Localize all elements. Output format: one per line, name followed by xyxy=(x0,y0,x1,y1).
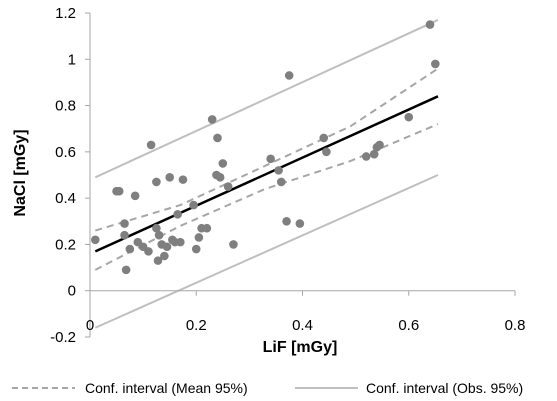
x-tick-label: 0.6 xyxy=(398,317,419,334)
mean-ci-upper-line xyxy=(95,67,439,232)
data-point xyxy=(173,210,182,219)
data-point xyxy=(266,154,275,164)
data-point xyxy=(369,149,379,159)
data-points xyxy=(91,20,440,275)
y-tick-label: 0.4 xyxy=(55,190,76,207)
data-point xyxy=(215,173,225,182)
data-point xyxy=(431,59,440,69)
data-point xyxy=(276,177,286,187)
data-point xyxy=(153,256,163,265)
data-point xyxy=(229,240,238,249)
obs-ci-upper-line xyxy=(94,19,439,179)
data-point xyxy=(189,200,198,210)
regression-line xyxy=(94,95,439,253)
data-point xyxy=(213,133,222,143)
data-point xyxy=(91,235,100,245)
confidence-interval-lines xyxy=(94,19,439,329)
y-tick-labels: -0.2 0 0.2 0.4 0.6 0.8 1 1.2 xyxy=(50,5,76,346)
y-tick-label: 0.6 xyxy=(55,144,76,161)
data-point xyxy=(130,191,140,201)
data-point xyxy=(146,140,156,150)
x-tick-label: 0.8 xyxy=(505,317,526,334)
x-tick-label: 0 xyxy=(86,317,94,334)
data-point xyxy=(207,115,217,124)
data-point xyxy=(144,247,153,256)
data-point xyxy=(284,71,294,80)
data-point xyxy=(202,223,212,233)
data-point xyxy=(223,182,233,191)
y-axis-title: NaCl [mGy] xyxy=(12,129,29,216)
data-point xyxy=(121,265,131,275)
mean-ci-lower-line xyxy=(94,123,439,271)
data-point xyxy=(361,152,371,161)
x-tick-label: 0.2 xyxy=(186,317,207,334)
data-point xyxy=(194,233,204,242)
data-point xyxy=(162,242,172,252)
data-point xyxy=(191,244,201,254)
y-tick-label: -0.2 xyxy=(50,329,76,346)
data-point xyxy=(322,147,331,157)
data-point xyxy=(160,251,169,261)
data-point xyxy=(120,219,129,228)
data-point xyxy=(282,216,291,226)
data-point xyxy=(152,223,161,233)
obs-ci-lower-line xyxy=(94,174,439,329)
x-axis-title: LiF [mGy] xyxy=(263,339,338,356)
data-point xyxy=(404,112,414,122)
data-point xyxy=(319,133,329,143)
x-tick-labels: 0 0.2 0.4 0.6 0.8 xyxy=(86,317,526,334)
x-tick-label: 0.4 xyxy=(292,317,313,334)
data-point xyxy=(274,166,283,175)
data-point xyxy=(152,177,161,187)
data-point xyxy=(295,219,305,228)
legend-mean-ci-label: Conf. interval (Mean 95%) xyxy=(85,380,248,396)
data-point xyxy=(154,230,164,240)
data-point xyxy=(425,20,435,29)
data-point xyxy=(176,237,185,247)
data-point xyxy=(218,159,228,168)
data-point xyxy=(120,230,129,240)
data-point xyxy=(125,244,135,254)
legend: Conf. interval (Mean 95%) Conf. interval… xyxy=(12,380,523,396)
data-point xyxy=(165,173,174,182)
data-point xyxy=(114,186,124,196)
legend-obs-ci-label: Conf. interval (Obs. 95%) xyxy=(366,380,523,396)
y-tick-label: 1.2 xyxy=(55,5,76,22)
y-tick-label: 0 xyxy=(68,283,76,300)
y-tick-label: 1 xyxy=(68,51,76,68)
axes xyxy=(85,12,516,338)
data-point xyxy=(375,140,384,150)
y-tick-label: 0.8 xyxy=(55,98,76,115)
y-tick-label: 0.2 xyxy=(55,236,76,253)
data-point xyxy=(178,175,188,184)
regression-line-group xyxy=(94,95,439,253)
